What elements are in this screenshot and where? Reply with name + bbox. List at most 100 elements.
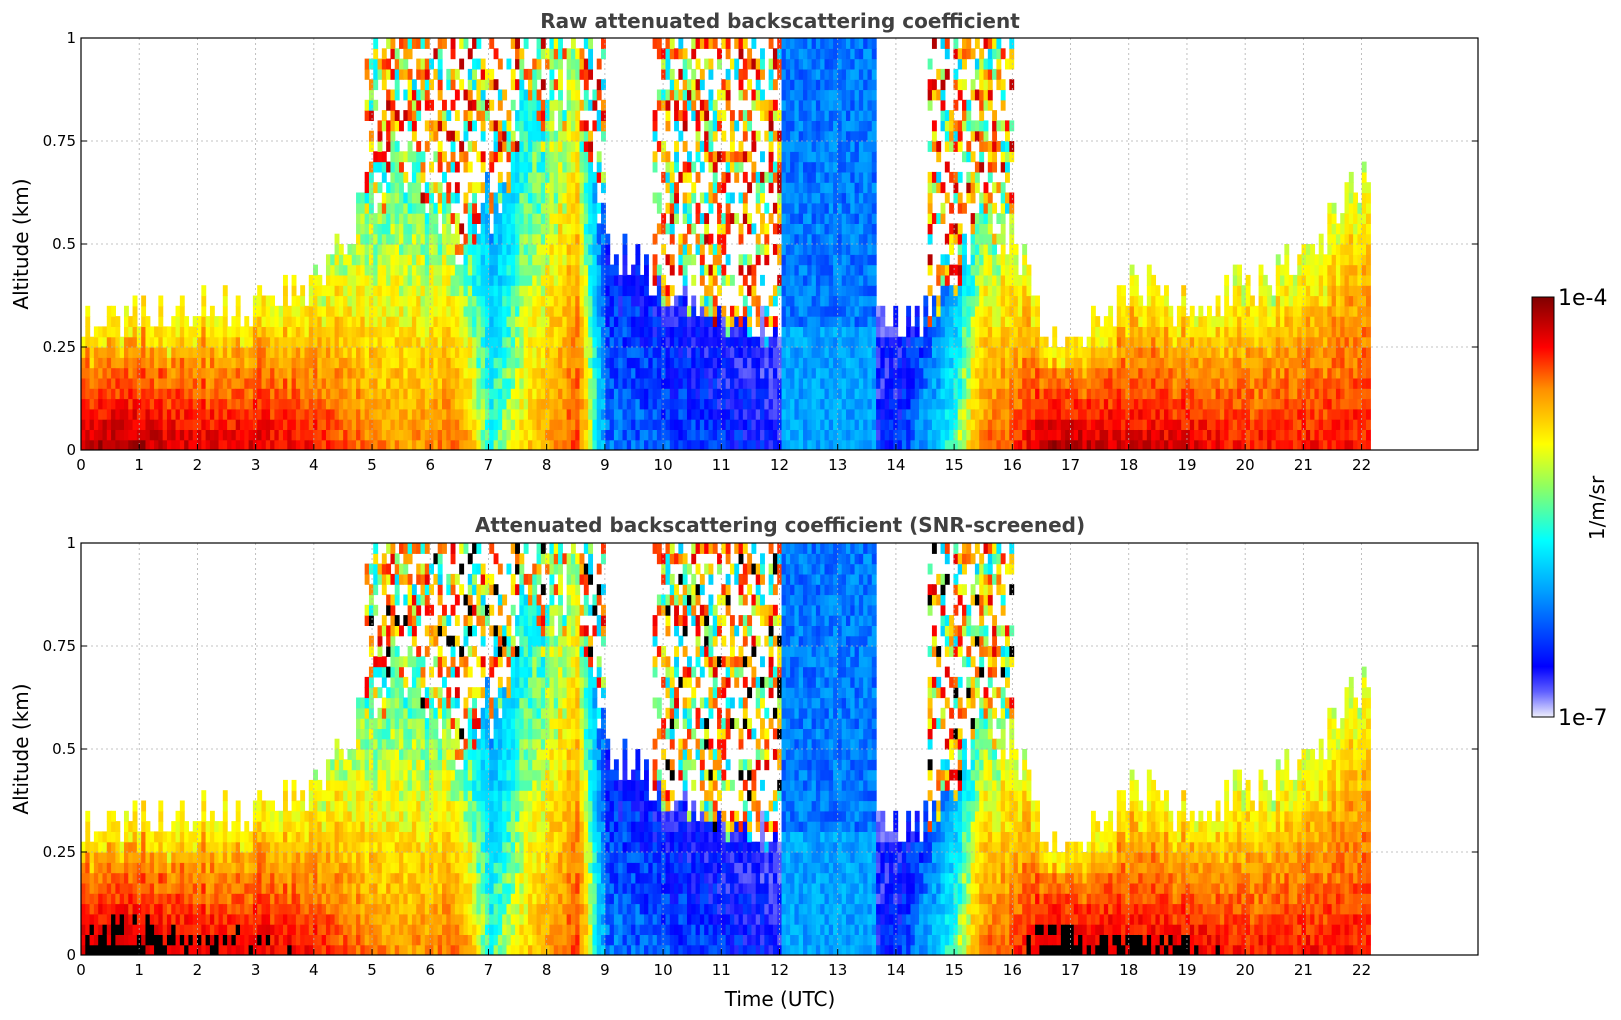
heatmap-cell — [682, 58, 688, 70]
heatmap-cell — [674, 192, 679, 204]
heatmap-cell — [850, 326, 856, 338]
heatmap-cell — [815, 408, 821, 420]
heatmap-cell — [209, 419, 215, 430]
heatmap-cell — [489, 120, 495, 132]
heatmap-cell — [562, 202, 568, 214]
heatmap-cell — [579, 264, 585, 276]
heatmap-cell — [880, 398, 886, 410]
heatmap-cell — [390, 357, 396, 369]
heatmap-cell — [609, 357, 615, 369]
heatmap-cell — [631, 264, 637, 276]
heatmap-cell — [721, 439, 727, 450]
heatmap-cell — [558, 264, 563, 276]
heatmap-cell — [368, 244, 374, 255]
heatmap-cell — [98, 377, 104, 389]
heatmap-cell — [798, 171, 804, 183]
heatmap-cell — [583, 254, 589, 266]
heatmap-cell — [360, 316, 366, 327]
heatmap-cell — [845, 171, 851, 183]
heatmap-cell — [347, 305, 353, 317]
heatmap-cell — [725, 274, 731, 286]
heatmap-cell — [527, 305, 533, 317]
heatmap-cell — [867, 439, 873, 450]
heatmap-cell — [270, 419, 275, 430]
heatmap-cell — [601, 244, 606, 255]
heatmap-cell — [476, 58, 482, 70]
heatmap-cell — [527, 68, 533, 80]
heatmap-cell — [721, 377, 727, 389]
heatmap-cell — [837, 38, 843, 49]
heatmap-cell — [218, 388, 224, 400]
heatmap-cell — [399, 347, 404, 358]
heatmap-cell — [407, 336, 413, 348]
heatmap-cell — [652, 110, 658, 121]
heatmap-cell — [626, 347, 632, 358]
heatmap-cell — [270, 367, 275, 379]
heatmap-cell — [798, 233, 804, 245]
heatmap-cell — [717, 151, 722, 163]
heatmap-cell — [854, 439, 860, 450]
heatmap-cell — [854, 419, 860, 430]
heatmap-cell — [914, 377, 920, 389]
heatmap-cell — [429, 316, 435, 327]
heatmap-cell — [519, 110, 525, 121]
heatmap-cell — [450, 213, 456, 224]
heatmap-cell — [489, 419, 495, 430]
heatmap-cell — [321, 305, 327, 317]
heatmap-cell — [506, 398, 512, 410]
heatmap-cell — [755, 171, 761, 183]
heatmap-cell — [558, 347, 563, 358]
heatmap-cell — [833, 58, 838, 70]
heatmap-cell — [841, 367, 847, 379]
heatmap-cell — [454, 182, 460, 194]
heatmap-cell — [386, 213, 392, 224]
heatmap-cell — [682, 79, 688, 91]
heatmap-cell — [158, 367, 164, 379]
heatmap-cell — [472, 419, 477, 430]
heatmap-cell — [867, 58, 873, 70]
heatmap-cell — [785, 254, 791, 266]
heatmap-cell — [854, 58, 860, 70]
heatmap-cell — [876, 398, 881, 410]
heatmap-cell — [845, 151, 851, 163]
heatmap-cell — [545, 285, 551, 297]
heatmap-cell — [536, 367, 542, 379]
heatmap-cell — [803, 264, 808, 276]
heatmap-cell — [575, 202, 581, 214]
heatmap-cell — [622, 419, 628, 430]
heatmap-cell — [502, 285, 508, 297]
heatmap-cell — [364, 192, 370, 204]
heatmap-cell — [510, 326, 516, 338]
heatmap-cell — [880, 408, 886, 420]
heatmap-cell — [854, 68, 860, 80]
heatmap-cell — [575, 388, 581, 400]
heatmap-cell — [175, 439, 181, 450]
heatmap-cell — [777, 336, 783, 348]
heatmap-cell — [781, 161, 787, 173]
heatmap-cell — [850, 233, 856, 245]
heatmap-cell — [820, 326, 826, 338]
heatmap-cell — [278, 347, 284, 358]
heatmap-cell — [772, 244, 778, 255]
heatmap-cell — [575, 347, 581, 358]
heatmap-cell — [429, 274, 435, 286]
heatmap-cell — [467, 347, 473, 358]
heatmap-cell — [523, 130, 529, 142]
heatmap-cell — [803, 398, 808, 410]
heatmap-cell — [115, 439, 121, 450]
heatmap-cell — [794, 202, 800, 214]
heatmap-cell — [704, 316, 710, 327]
heatmap-cell — [394, 58, 400, 70]
heatmap-cell — [755, 429, 761, 441]
heatmap-cell — [674, 367, 679, 379]
heatmap-cell — [416, 326, 422, 338]
heatmap-cell — [927, 439, 933, 450]
heatmap-cell — [824, 99, 830, 111]
heatmap-cell — [553, 295, 559, 307]
heatmap-cell — [489, 274, 495, 286]
heatmap-cell — [407, 419, 413, 430]
heatmap-cell — [308, 439, 314, 450]
heatmap-cell — [798, 274, 804, 286]
heatmap-cell — [575, 58, 581, 70]
heatmap-cell — [562, 161, 568, 173]
